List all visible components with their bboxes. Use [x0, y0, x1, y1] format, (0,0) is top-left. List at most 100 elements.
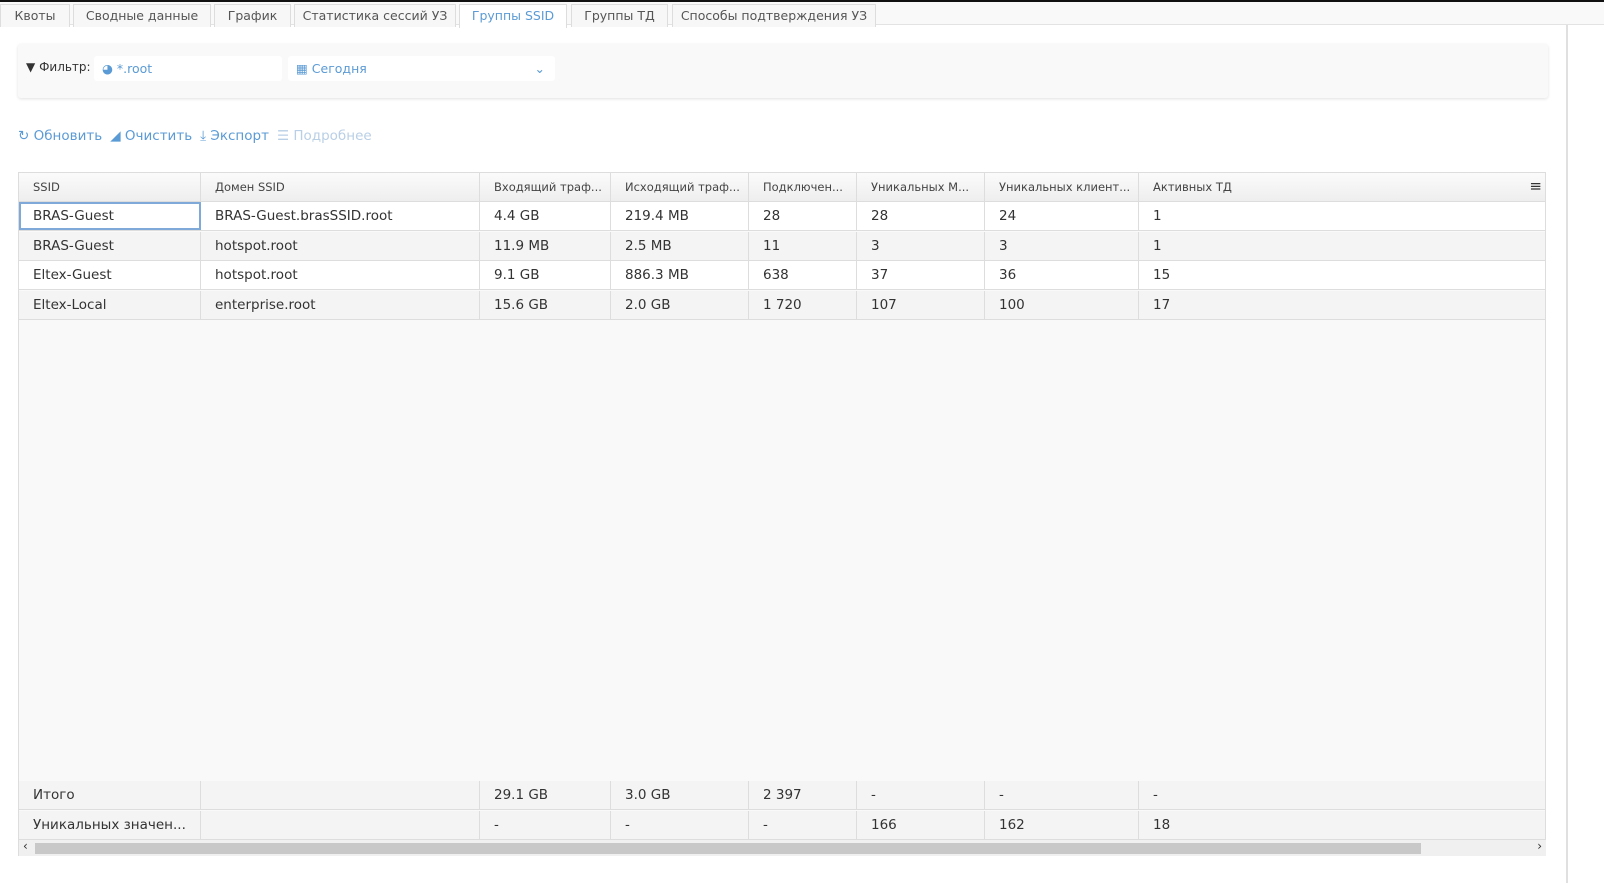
calendar-icon: ▦	[296, 61, 308, 76]
table-cell: -	[480, 810, 611, 839]
table-cell: 9.1 GB	[480, 261, 611, 289]
tab-2[interactable]: Сводные данные	[73, 4, 211, 27]
table-cell: Eltex-Local	[19, 290, 201, 319]
details-button[interactable]: ☰ Подробнее	[277, 128, 372, 144]
table-cell: -	[749, 810, 857, 839]
domain-filter-input[interactable]: ◕ *.root	[94, 56, 282, 81]
tab-1[interactable]: Квоты	[0, 4, 70, 27]
table-cell: 28	[857, 202, 985, 230]
tab-3[interactable]: График	[214, 4, 291, 27]
period-select[interactable]: ▦ Сегодня ⌄	[288, 56, 555, 81]
table-cell: 166	[857, 810, 985, 839]
tab-5[interactable]: Группы SSID	[459, 4, 567, 28]
table-cell: 3	[857, 231, 985, 260]
footer-row[interactable]: Уникальных значен... - - -166 162 18	[19, 810, 1546, 840]
table-cell: Eltex-Guest	[19, 261, 201, 289]
scrollbar-thumb[interactable]	[35, 843, 1421, 854]
tab-bar: Квоты Сводные данные График Статистика сесс…	[0, 0, 1604, 28]
scroll-left-icon[interactable]: ‹	[23, 839, 28, 853]
table-cell: 36	[985, 261, 1139, 289]
table-cell	[201, 810, 480, 839]
tab-6[interactable]: Группы ТД	[571, 4, 668, 27]
table-cell: 11	[749, 231, 857, 260]
column-header[interactable]: Исходящий траф...	[611, 173, 749, 201]
eraser-icon: ◢	[110, 128, 121, 144]
table-cell: 17	[1139, 290, 1546, 319]
tab-7[interactable]: Способы подтверждения УЗ	[672, 4, 876, 27]
table-cell: -	[611, 810, 749, 839]
table-cell: 107	[857, 290, 985, 319]
ssid-groups-table: ‹ › SSID Домен SSID Входящий траф... Исходя…	[18, 172, 1546, 856]
toolbar: ↻ Обновить ◢ Очистить ⤓ Экспорт ☰ Подроб…	[18, 128, 372, 144]
table-cell: 18	[1139, 810, 1546, 839]
table-row[interactable]: BRAS-Guest hotspot.root 11.9 MB 2.5 MB 11 3 3 1	[19, 231, 1546, 261]
table-cell: 886.3 MB	[611, 261, 749, 289]
globe-icon: ◕	[102, 61, 113, 76]
column-menu-icon[interactable]: ≡	[1529, 177, 1542, 195]
table-cell: 162	[985, 810, 1139, 839]
table-cell: 24	[985, 202, 1139, 230]
tab-4[interactable]: Статистика сессий УЗ	[294, 4, 456, 27]
table-row[interactable]: Eltex-Guest hotspot.root 9.1 GB 886.3 MB 638…	[19, 261, 1546, 290]
table-cell: 37	[857, 261, 985, 289]
table-cell: 29.1 GB	[480, 781, 611, 809]
footer-row[interactable]: Итого 29.1 GB 3.0 GB 2 397- - -	[19, 781, 1546, 810]
clear-label: Очистить	[124, 128, 193, 144]
table-cell: -	[857, 781, 985, 809]
table-cell: 1 720	[749, 290, 857, 319]
domain-value: *.root	[116, 61, 153, 76]
filter-label: ▼ Фильтр:	[26, 60, 91, 74]
table-cell: BRAS-Guest	[19, 202, 201, 230]
details-label: Подробнее	[293, 128, 372, 144]
table-cell: 3	[985, 231, 1139, 260]
column-header[interactable]: Входящий траф...	[480, 173, 611, 201]
refresh-button[interactable]: ↻ Обновить	[18, 128, 102, 144]
table-cell: 11.9 MB	[480, 231, 611, 260]
column-header[interactable]: Домен SSID	[201, 173, 480, 201]
table-cell: 219.4 MB	[611, 202, 749, 230]
table-cell: hotspot.root	[201, 261, 480, 289]
table-cell: 4.4 GB	[480, 202, 611, 230]
table-row[interactable]: BRAS-Guest BRAS-Guest.brasSSID.root 4.4 GB…	[19, 202, 1546, 231]
table-cell	[201, 781, 480, 809]
column-header[interactable]: Подключен...	[749, 173, 857, 201]
horizontal-scrollbar[interactable]: ‹ ›	[19, 839, 1546, 856]
download-icon: ⤓	[200, 128, 207, 144]
table-cell: Уникальных значен...	[19, 810, 201, 839]
table-cell: 100	[985, 290, 1139, 319]
chevron-down-icon: ⌄	[534, 61, 545, 76]
table-cell: -	[1139, 781, 1546, 809]
column-header[interactable]: Уникальных клиент...	[985, 173, 1139, 201]
table-cell: 3.0 GB	[611, 781, 749, 809]
table-cell: hotspot.root	[201, 231, 480, 260]
table-cell: Итого	[19, 781, 201, 809]
table-cell: enterprise.root	[201, 290, 480, 319]
table-cell: 28	[749, 202, 857, 230]
refresh-label: Обновить	[33, 128, 103, 144]
table-cell: 638	[749, 261, 857, 289]
table-cell: 1	[1139, 231, 1546, 260]
refresh-icon: ↻	[18, 128, 30, 144]
table-row[interactable]: Eltex-Local enterprise.root 15.6 GB 2.0 GB 1…	[19, 290, 1546, 320]
filter-icon: ▼	[26, 60, 36, 74]
scroll-right-icon[interactable]: ›	[1537, 839, 1542, 853]
export-label: Экспорт	[210, 128, 269, 144]
period-value: Сегодня	[311, 61, 367, 76]
table-cell: 2.0 GB	[611, 290, 749, 319]
column-header[interactable]: Уникальных М...	[857, 173, 985, 201]
table-cell: 2 397	[749, 781, 857, 809]
table-cell: BRAS-Guest.brasSSID.root	[201, 202, 480, 230]
table-cell: 1	[1139, 202, 1546, 230]
divider	[1566, 25, 1568, 883]
filter-panel: ▼ Фильтр: ◕ *.root ▦ Сегодня ⌄	[18, 44, 1548, 98]
table-cell: 2.5 MB	[611, 231, 749, 260]
table-cell: 15.6 GB	[480, 290, 611, 319]
column-header[interactable]: SSID	[19, 173, 201, 201]
table-cell: 15	[1139, 261, 1546, 289]
table-cell: -	[985, 781, 1139, 809]
list-icon: ☰	[276, 128, 290, 144]
clear-button[interactable]: ◢ Очистить	[110, 128, 192, 144]
table-header[interactable]: SSID Домен SSID Входящий траф... Исходящий …	[19, 173, 1546, 202]
column-header[interactable]: Активных ТД	[1139, 173, 1546, 201]
export-button[interactable]: ⤓ Экспорт	[200, 128, 269, 144]
